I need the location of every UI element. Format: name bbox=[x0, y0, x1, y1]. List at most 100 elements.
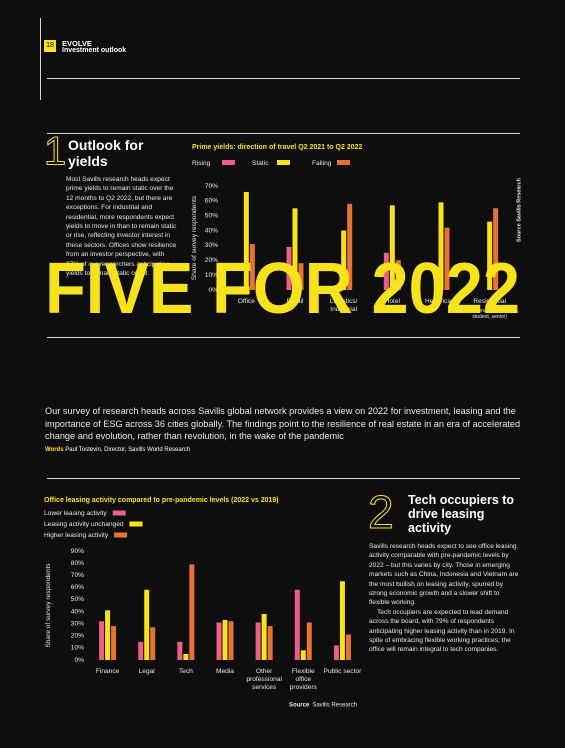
x-tick-label: Flexible office providers bbox=[289, 668, 317, 691]
vertical-rule bbox=[40, 18, 41, 100]
category-note: (Institutional - multi-family, student, … bbox=[460, 308, 519, 320]
bar bbox=[300, 650, 306, 660]
legend-label: Rising bbox=[192, 160, 211, 167]
y-tick-label: 80% bbox=[71, 560, 84, 567]
bar bbox=[177, 641, 183, 660]
bar bbox=[105, 610, 111, 660]
bar bbox=[444, 227, 450, 290]
x-tick-label-box: Public sector bbox=[323, 668, 362, 675]
bar bbox=[99, 621, 105, 660]
bar bbox=[347, 203, 353, 290]
x-tick-label-box: Tech bbox=[178, 668, 193, 675]
section-number: 1 bbox=[44, 134, 67, 174]
x-tick-label: Media bbox=[216, 668, 234, 675]
section-title: Outlook for yields bbox=[68, 137, 144, 169]
source-label: Source bbox=[289, 703, 310, 709]
bar bbox=[292, 208, 298, 290]
chart-title: Prime yields: direction of travel Q2 202… bbox=[192, 144, 363, 151]
section-number-text: 2 bbox=[368, 492, 394, 538]
y-tick-label: 10% bbox=[71, 645, 84, 652]
legend-label: Static bbox=[252, 160, 269, 167]
chart: Office leasing activity compared to pre-… bbox=[44, 497, 362, 709]
y-tick-label: 40% bbox=[205, 227, 218, 234]
section-body: Savills research heads expect to see off… bbox=[369, 542, 521, 655]
x-tick-label: Other professional services bbox=[246, 668, 282, 691]
legend-swatch bbox=[337, 160, 350, 165]
feature-title: FIVE FOR 2022 bbox=[45, 262, 520, 324]
chart-title: Office leasing activity compared to pre-… bbox=[44, 497, 279, 504]
chart: Prime yields: direction of travel Q2 202… bbox=[191, 144, 523, 320]
x-tick-label-box: Residential bbox=[473, 298, 506, 305]
x-tick-label-box: Hotel bbox=[384, 298, 401, 305]
y-tick-label: 50% bbox=[205, 212, 218, 219]
y-tick-label: 30% bbox=[205, 242, 218, 249]
y-tick-label: 50% bbox=[71, 596, 84, 603]
source-text: Savills Research bbox=[312, 703, 357, 709]
x-tick-label: Legal bbox=[138, 668, 155, 675]
legend-swatch bbox=[112, 510, 126, 516]
bar bbox=[249, 243, 255, 290]
category-note-box: (Institutional - multi-family, student, … bbox=[460, 308, 519, 320]
bar bbox=[144, 589, 150, 660]
bar bbox=[294, 589, 300, 660]
y-tick-label: 40% bbox=[71, 608, 84, 615]
x-tick-label: Hotel bbox=[384, 298, 401, 305]
x-tick-label-box: Logistics/ Industrial bbox=[329, 298, 358, 313]
y-tick-label: 0% bbox=[74, 657, 84, 664]
x-tick-label-box: Finance bbox=[95, 668, 120, 675]
x-tick-label-box: Healthcare bbox=[425, 298, 457, 305]
rule bbox=[47, 337, 520, 338]
y-tick-label: 70% bbox=[205, 183, 218, 190]
bar bbox=[111, 626, 117, 660]
y-tick-label: 70% bbox=[71, 572, 84, 579]
x-tick-label: Public sector bbox=[323, 668, 362, 675]
x-tick-label-box: Office bbox=[238, 298, 255, 305]
bar bbox=[383, 252, 389, 290]
y-tick-label: 60% bbox=[205, 198, 218, 205]
bar bbox=[345, 634, 351, 660]
bar bbox=[339, 581, 345, 660]
x-tick-label: Finance bbox=[95, 668, 120, 675]
y-tick-label: 60% bbox=[71, 584, 84, 591]
section-number: 2 bbox=[368, 492, 395, 539]
y-tick-label: 90% bbox=[71, 548, 84, 555]
y-axis-label: Share of survey respondents bbox=[191, 195, 198, 280]
legend-label: Leasing activity unchanged bbox=[44, 521, 124, 528]
credit-label: Words bbox=[45, 447, 64, 453]
bar bbox=[216, 622, 222, 660]
credit: Words Paul Tostevin, Director, Savills W… bbox=[45, 447, 190, 453]
section-subtitle: Investment outlook bbox=[62, 47, 127, 54]
legend-label: Higher leasing activity bbox=[44, 532, 109, 539]
legend-swatch bbox=[277, 160, 290, 165]
bar bbox=[183, 653, 189, 660]
bar bbox=[228, 621, 234, 660]
bar bbox=[237, 287, 243, 290]
x-tick-label: Logistics/ Industrial bbox=[329, 298, 358, 313]
rule bbox=[47, 133, 520, 134]
bar bbox=[389, 205, 395, 290]
bar bbox=[493, 208, 499, 290]
paragraph: Tech occupiers are expected to lead dema… bbox=[369, 608, 515, 654]
y-tick-label: 10% bbox=[205, 272, 218, 279]
section-body: Most Savills research heads expect prime… bbox=[66, 176, 177, 278]
x-tick-label-box: Retail bbox=[286, 298, 304, 305]
bar bbox=[341, 230, 347, 290]
x-tick-label-box: Other professional services bbox=[246, 668, 282, 691]
x-tick-label: Tech bbox=[178, 668, 193, 675]
x-tick-label: Retail bbox=[286, 298, 304, 305]
feature-title-text: FIVE FOR 2022 bbox=[45, 262, 520, 324]
paragraph: Savills research heads expect to see off… bbox=[369, 543, 519, 607]
y-tick-label: 20% bbox=[71, 633, 84, 640]
page-number: 18 bbox=[44, 40, 56, 52]
bar bbox=[267, 626, 273, 660]
x-tick-label-box: Media bbox=[216, 668, 234, 675]
bar bbox=[189, 564, 195, 660]
section-name: EVOLVE bbox=[62, 39, 92, 48]
legend-swatch bbox=[114, 532, 128, 538]
y-tick-label: 0% bbox=[208, 287, 218, 294]
bar bbox=[395, 260, 401, 290]
feature-intro: Our survey of research heads across Savi… bbox=[45, 406, 521, 442]
x-tick-label: Residential bbox=[473, 298, 506, 305]
bar bbox=[487, 221, 493, 290]
